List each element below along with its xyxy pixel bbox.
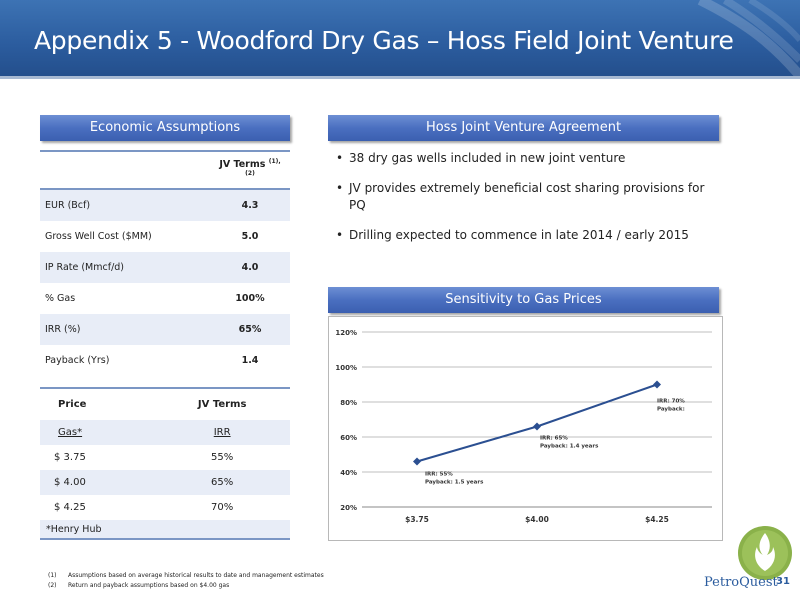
price-sensitivity-table: Price JV Terms Gas* IRR $ 3.75 55% $ 4.0… [40,387,290,540]
footnote-item: (2) Return and payback assumptions based … [48,582,230,589]
jv-terms-table: JV Terms (1), (2) EUR (Bcf) 4.3 Gross We… [40,150,290,376]
irr-subheader: IRR [154,420,290,445]
price-table-subheader-row: Gas* IRR [40,420,290,445]
y-tick-label: 80% [340,399,357,407]
data-label-payback: Payback: 1.4 years [540,444,599,450]
table-row: % Gas 100% [40,283,290,314]
price-table-header-row: Price JV Terms [40,387,290,420]
y-tick-label: 100% [335,364,357,372]
table-row: $ 4.00 65% [40,470,290,495]
table-header-row: JV Terms (1), (2) [40,150,290,190]
table-row: IP Rate (Mmcf/d) 4.0 [40,252,290,283]
section-sensitivity: Sensitivity to Gas Prices [328,287,719,313]
row-label: IRR (%) [40,314,210,345]
price-cell: $ 4.25 [54,502,86,513]
table-row: $ 4.25 70% [40,495,290,520]
y-tick-label: 120% [335,329,357,337]
price-cell: $ 3.75 [54,452,86,463]
x-tick-label: $4.25 [645,515,669,524]
data-point-marker [653,380,661,389]
y-tick-label: 20% [340,504,357,512]
data-point-marker [413,457,421,466]
row-label: Payback (Yrs) [45,355,110,366]
row-label: EUR (Bcf) [40,189,210,221]
table-header-blank [40,150,210,190]
data-label-irr: IRR: 70% [657,399,685,405]
row-label: IP Rate (Mmcf/d) [40,252,210,283]
title-banner: Appendix 5 - Woodford Dry Gas – Hoss Fie… [0,0,800,76]
table-header-jv-terms: JV Terms (1), (2) [210,150,290,190]
price-cell: $ 4.00 [40,470,155,495]
section-hoss-jv-agreement: Hoss Joint Venture Agreement [328,115,719,141]
page-number: 31 [776,576,790,587]
irr-cell: 70% [211,502,234,513]
row-value: 100% [235,293,265,304]
jv-agreement-bullets: 38 dry gas wells included in new joint v… [335,150,715,257]
banner-divider [0,76,800,79]
data-label-irr: IRR: 55% [425,472,453,478]
banner-swoosh-graphic [697,0,800,76]
bullet-item: JV provides extremely beneficial cost sh… [335,180,715,214]
data-label-payback: Payback: [657,407,685,413]
x-tick-label: $3.75 [405,515,429,524]
row-label: % Gas [45,293,76,304]
footnotes: (1) Assumptions based on average historic… [48,571,324,591]
y-tick-label: 40% [340,469,357,477]
row-value: 65% [210,314,290,345]
row-label: Gross Well Cost ($MM) [45,231,152,242]
data-label-payback: Payback: 1.5 years [425,480,484,486]
data-point-marker [533,422,541,431]
price-col-header: Price [40,387,155,420]
sensitivity-chart-frame: 20% 40% 60% 80% 100% 120% $3.75 $4.00 $4.25 IRR: … [328,316,723,541]
x-tick-label: $4.00 [525,515,549,524]
gas-subheader: Gas* [40,420,155,445]
row-value: 4.0 [210,252,290,283]
table-row: EUR (Bcf) 4.3 [40,189,290,221]
row-value: 5.0 [241,231,259,242]
irr-cell: 55% [211,452,234,463]
row-value: 4.3 [210,189,290,221]
irr-cell: 65% [154,470,290,495]
y-tick-label: 60% [340,434,357,442]
henry-hub-note: *Henry Hub [40,520,290,540]
section-economic-assumptions: Economic Assumptions [40,115,290,141]
table-row: $ 3.75 55% [40,445,290,470]
bullet-item: Drilling expected to commence in late 20… [335,227,715,244]
page-title: Appendix 5 - Woodford Dry Gas – Hoss Fie… [34,26,734,55]
sensitivity-chart: 20% 40% 60% 80% 100% 120% $3.75 $4.00 $4.25 IRR: … [335,329,712,524]
jv-terms-col-header: JV Terms [154,387,290,420]
petroquest-logo-text: PetroQuest [704,575,778,590]
price-table-footer-row: *Henry Hub [40,520,290,540]
bullet-item: 38 dry gas wells included in new joint v… [335,150,715,167]
footnote-item: (1) Assumptions based on average historic… [48,572,324,579]
row-value: 1.4 [241,355,259,366]
petroquest-flame-icon [738,526,792,580]
table-row: Payback (Yrs) 1.4 [40,345,290,376]
table-row: IRR (%) 65% [40,314,290,345]
data-label-irr: IRR: 65% [540,436,568,442]
table-row: Gross Well Cost ($MM) 5.0 [40,221,290,252]
